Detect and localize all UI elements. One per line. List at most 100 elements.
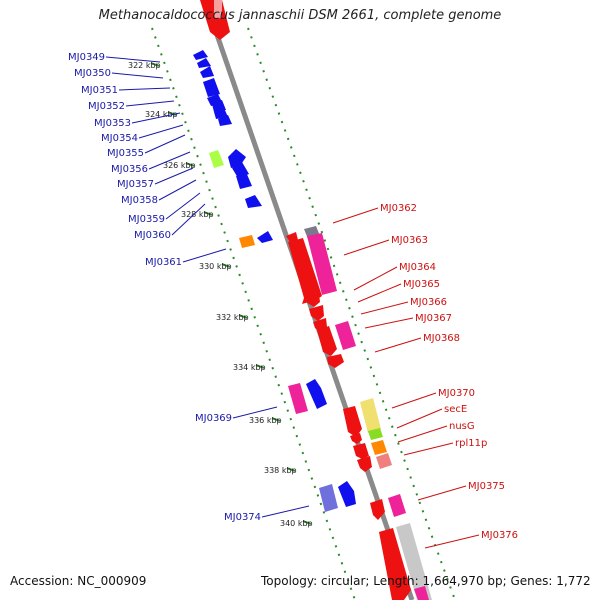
leader-line bbox=[182, 248, 227, 263]
gene-arrow bbox=[193, 50, 208, 60]
gene-block bbox=[239, 235, 255, 248]
gene-block bbox=[376, 453, 392, 469]
gene-arrow bbox=[245, 195, 262, 208]
gene-label[interactable]: MJ0370 bbox=[438, 388, 475, 399]
kbp-tick-mark bbox=[255, 364, 265, 369]
gene-arrow bbox=[305, 294, 320, 307]
leader-line bbox=[148, 151, 191, 170]
gene-arrow bbox=[350, 433, 362, 444]
leader-line bbox=[144, 134, 186, 154]
map-title: Methanocaldococcus jannaschii DSM 2661, … bbox=[98, 8, 502, 23]
gene-arrow bbox=[197, 58, 211, 68]
gene-label[interactable]: MJ0358 bbox=[121, 195, 158, 206]
gene-label[interactable]: MJ0366 bbox=[410, 297, 447, 308]
gene-block bbox=[209, 150, 224, 168]
leader-line bbox=[332, 207, 379, 224]
gene-label[interactable]: MJ0365 bbox=[403, 279, 440, 290]
gene-arrow bbox=[353, 443, 369, 459]
gene-arrow bbox=[306, 379, 327, 409]
gene-label[interactable]: MJ0360 bbox=[134, 230, 171, 241]
leader-line bbox=[171, 203, 206, 236]
leader-line bbox=[391, 392, 437, 409]
gene-block bbox=[288, 383, 308, 414]
gene-arrow bbox=[286, 232, 298, 242]
leader-line bbox=[396, 408, 443, 429]
left-gene-cluster bbox=[193, 50, 273, 248]
leader-line bbox=[165, 192, 201, 220]
gene-label[interactable]: MJ0359 bbox=[128, 214, 165, 225]
leader-line bbox=[357, 283, 402, 303]
gene-label[interactable]: MJ0368 bbox=[423, 333, 460, 344]
leader-line bbox=[353, 266, 398, 291]
gene-block bbox=[214, 0, 222, 18]
gene-arrow bbox=[257, 231, 273, 243]
gene-label[interactable]: MJ0363 bbox=[391, 235, 428, 246]
gene-label[interactable]: MJ0362 bbox=[380, 203, 417, 214]
leader-line bbox=[364, 317, 414, 329]
leader-line bbox=[125, 100, 175, 107]
kbp-tick-label: 326 kbp bbox=[163, 161, 196, 170]
gene-label[interactable]: MJ0349 bbox=[68, 52, 105, 63]
gene-arrow bbox=[309, 305, 324, 321]
kbp-tick-mark bbox=[271, 417, 281, 422]
gene-arrow bbox=[357, 456, 372, 472]
gene-block bbox=[368, 428, 383, 440]
gene-label[interactable]: MJ0354 bbox=[101, 133, 138, 144]
gene-arrow bbox=[218, 115, 232, 126]
kbp-tick-mark bbox=[302, 520, 312, 525]
gene-arrow bbox=[317, 326, 337, 356]
gene-arrow bbox=[338, 481, 356, 507]
gene-arrow bbox=[214, 108, 228, 119]
gene-block bbox=[414, 586, 429, 600]
gene-label[interactable]: MJ0351 bbox=[81, 85, 118, 96]
gene-arrow bbox=[200, 66, 214, 78]
gene-label[interactable]: MJ0369 bbox=[195, 413, 232, 424]
gene-label[interactable]: MJ0355 bbox=[107, 148, 144, 159]
kbp-tick-label: 324 kbp bbox=[145, 110, 178, 119]
gene-label[interactable]: MJ0350 bbox=[74, 68, 111, 79]
gene-label[interactable]: MJ0357 bbox=[117, 179, 154, 190]
gene-label[interactable]: MJ0353 bbox=[94, 118, 131, 129]
accession-text: Accession: NC_000909 bbox=[10, 574, 147, 588]
leader-line bbox=[374, 337, 422, 353]
leader-line bbox=[105, 56, 161, 63]
right-gene-cluster bbox=[286, 226, 356, 368]
kbp-tick-mark bbox=[185, 162, 195, 167]
gene-arrow bbox=[236, 172, 252, 189]
left-track-guide bbox=[151, 27, 356, 600]
gene-label[interactable]: MJ0367 bbox=[415, 313, 452, 324]
gene-label[interactable]: secE bbox=[444, 404, 467, 415]
kbp-tick-label: 328 kbp bbox=[181, 210, 214, 219]
gene-block bbox=[319, 484, 338, 512]
right-gene-labels: MJ0362 MJ0363 MJ0364 MJ0365 MJ0366 MJ0367 MJ03… bbox=[332, 203, 518, 549]
gene-block bbox=[396, 523, 432, 600]
gene-label[interactable]: MJ0352 bbox=[88, 101, 125, 112]
gene-label[interactable]: MJ0374 bbox=[224, 512, 261, 523]
leader-line bbox=[138, 124, 184, 139]
gene-label[interactable]: rpl11p bbox=[455, 438, 487, 449]
gene-label[interactable]: MJ0375 bbox=[468, 481, 505, 492]
leader-line bbox=[360, 301, 409, 315]
gene-block bbox=[307, 233, 337, 295]
gene-label[interactable]: nusG bbox=[449, 421, 475, 432]
kbp-tick-label: 334 kbp bbox=[233, 363, 266, 372]
leader-line bbox=[397, 425, 448, 443]
gene-label[interactable]: MJ0356 bbox=[111, 164, 148, 175]
leader-line bbox=[118, 87, 171, 91]
gene-block bbox=[371, 440, 387, 455]
gene-arrow bbox=[288, 238, 322, 304]
kbp-tick-label: 336 kbp bbox=[249, 416, 282, 425]
kbp-tick-mark bbox=[221, 263, 231, 268]
kbp-tick-label: 322 kbp bbox=[128, 61, 161, 70]
leader-line bbox=[261, 505, 310, 518]
kbp-tick-mark bbox=[150, 62, 160, 67]
leader-line bbox=[417, 485, 467, 501]
gene-label[interactable]: MJ0364 bbox=[399, 262, 436, 273]
gene-arrow bbox=[343, 406, 362, 437]
gene-label[interactable]: MJ0361 bbox=[145, 257, 182, 268]
leader-line bbox=[343, 239, 390, 256]
leader-line bbox=[403, 442, 454, 456]
gene-label[interactable]: MJ0376 bbox=[481, 530, 518, 541]
